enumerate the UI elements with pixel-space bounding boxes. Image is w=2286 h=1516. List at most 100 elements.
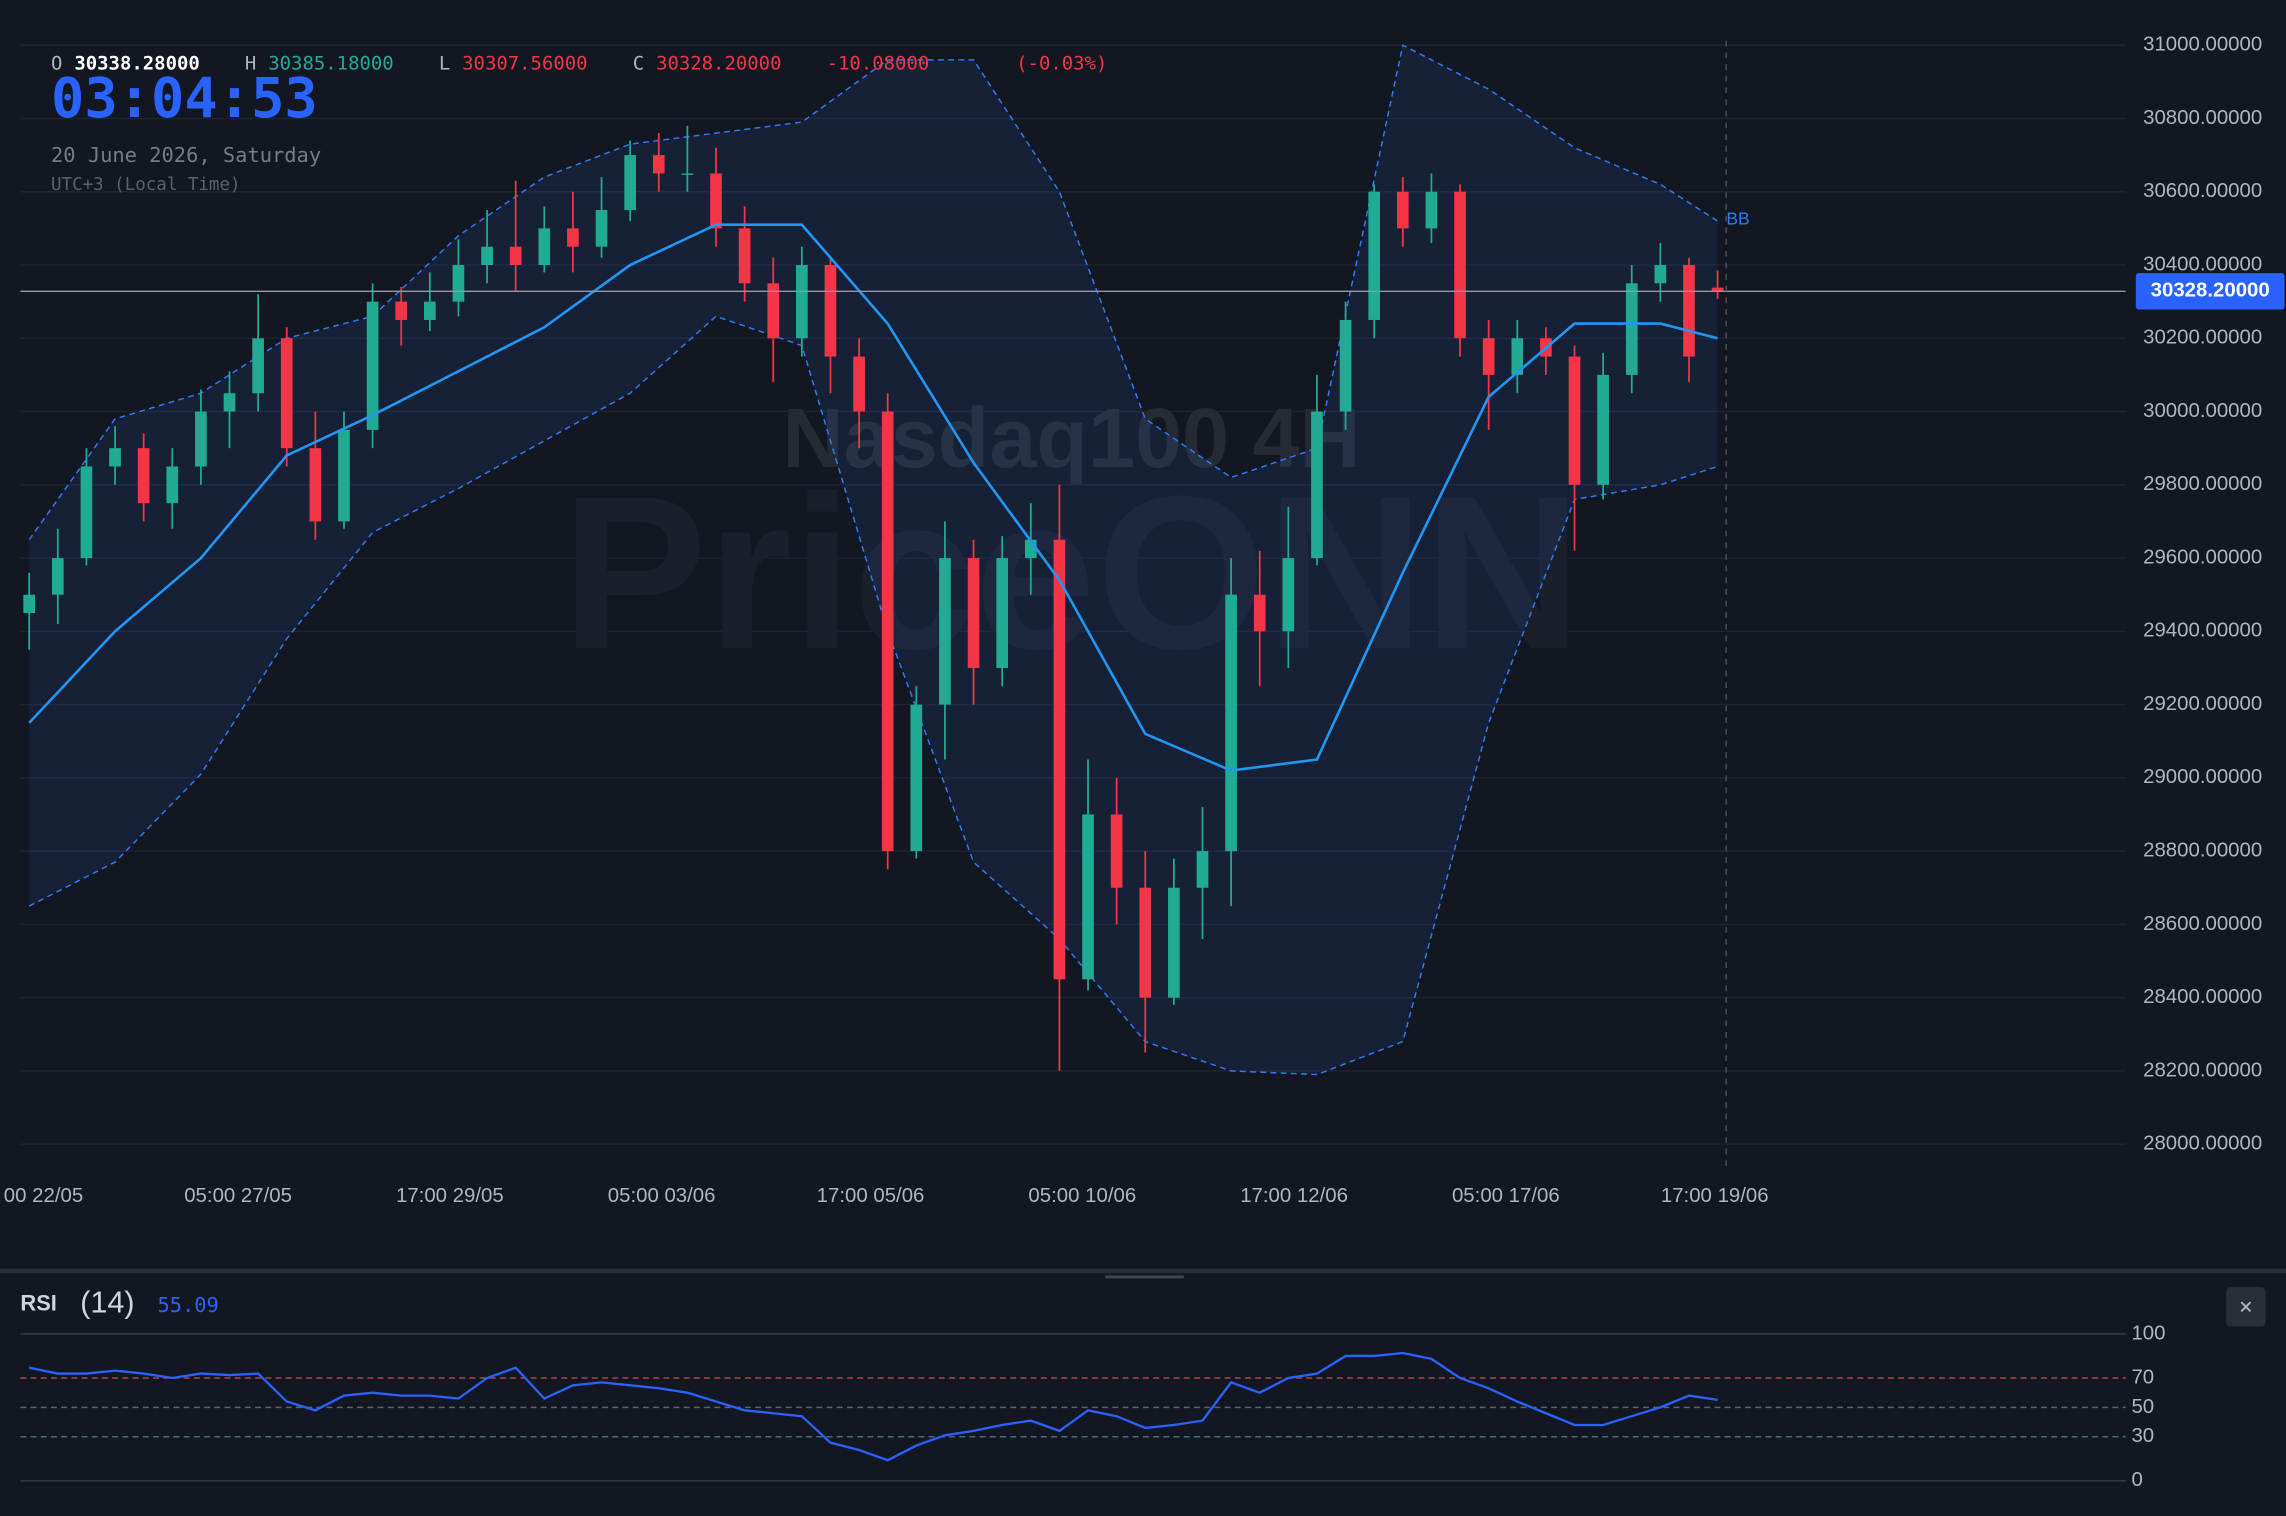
rsi-tick-label: 30 [2131,1425,2154,1447]
rsi-name: RSI [20,1290,56,1315]
close-label: C [633,53,644,75]
x-tick-label: 05:00 03/06 [608,1185,716,1207]
y-tick-label: 29000.00000 [2143,766,2262,788]
candle-body [1568,356,1581,485]
candle-body [881,411,894,852]
candle-body [509,246,522,266]
candle-body [567,228,579,247]
candle-body [738,228,751,284]
candle-body [1139,887,1152,998]
candle-body [910,704,923,852]
x-tick-label: 05:00 17/06 [1452,1185,1560,1207]
open-value: 30338.28000 [74,53,199,75]
clock: 03:04:53 [51,67,318,131]
close-icon[interactable]: × [2239,1293,2253,1320]
rsi-tick-label: 100 [2131,1322,2165,1344]
x-tick-label: 05:00 27/05 [184,1185,292,1207]
high-label: H [245,53,256,75]
candle-body [109,448,121,467]
candle-body [681,173,694,175]
rsi-tick-label: 50 [2131,1396,2154,1418]
close-button[interactable] [2226,1287,2266,1327]
candle-body [51,558,64,595]
candle-body [967,558,980,668]
y-tick-label: 31000.00000 [2143,34,2262,56]
candle-body [595,210,608,247]
candle-body [1625,283,1638,375]
change: -10.08000 [827,53,930,75]
candle-body [1196,851,1209,888]
candle-body [1168,887,1180,998]
y-tick-label: 30000.00000 [2143,400,2262,422]
candle-body [1482,338,1495,375]
candle-body [1311,411,1323,559]
candle-body [853,356,865,412]
last-price-badge [2135,273,2285,310]
candle-body [23,594,36,614]
open-label: O [51,53,62,75]
legend-header: O 30338.28000 H 30385.18000 L 30307.5600… [51,53,1107,195]
last-price-label: 30328.20000 [2151,280,2270,302]
high-value: 30385.18000 [268,53,393,75]
close-value: 30328.20000 [656,53,781,75]
rsi-period: (14) [80,1286,134,1320]
low-value: 30307.56000 [462,53,587,75]
candle-body [1425,191,1438,229]
x-tick-label: 17:00 05/06 [817,1185,925,1207]
x-tick-label: 17:00 19/06 [1661,1185,1769,1207]
y-tick-label: 29400.00000 [2143,620,2262,642]
watermark: PriceONN [561,451,1582,695]
candle-body [223,393,236,412]
candle-body [767,283,780,339]
candle-body [1454,191,1466,339]
rsi-tick-label: 0 [2131,1469,2142,1491]
y-tick-label: 28200.00000 [2143,1059,2262,1081]
y-tick-label: 29200.00000 [2143,693,2262,715]
low-label: L [439,53,450,75]
candle-body [538,228,551,266]
candle-body [1396,191,1409,229]
candle-body [1082,814,1094,980]
y-tick-label: 30800.00000 [2143,107,2262,129]
candle-body [1654,265,1667,284]
y-tick-label: 28600.00000 [2143,913,2262,935]
candle-body [1024,539,1037,559]
candle-body [710,173,722,229]
rsi-pane: 0 30 50 70 100 [20,1322,2165,1491]
candle-body [423,301,436,320]
change-percent: (-0.03%) [1016,53,1107,75]
band-label: BB [1726,209,1749,229]
y-tick-label: 29600.00000 [2143,546,2262,568]
candle-body [996,558,1009,668]
band-fill [29,45,1718,1075]
price-pane: 28000.00000 28200.00000 28400.00000 28600.0… [4,34,2285,1207]
candle-body [137,448,150,504]
candle-body [1053,539,1066,980]
x-tick-label: 17:00 12/06 [1240,1185,1348,1207]
rsi-tick-label: 70 [2131,1366,2154,1388]
candle-body [338,429,350,522]
candle-body [481,246,493,266]
timezone: UTC+3 (Local Time) [51,175,240,195]
y-tick-label: 29800.00000 [2143,473,2262,495]
candle-body [166,466,179,504]
candle-body [1225,594,1237,852]
candle-body [1711,287,1724,292]
y-tick-label: 30600.00000 [2143,180,2262,202]
candle-body [452,265,465,302]
rsi-value: 55.09 [157,1293,218,1317]
x-tick-label: 00 22/05 [4,1185,83,1207]
grid [20,44,2126,1145]
candle-body [1282,558,1295,632]
candle-body [1253,594,1266,632]
y-tick-label: 30200.00000 [2143,327,2262,349]
y-tick-label: 30400.00000 [2143,253,2262,275]
candle-body [252,338,264,394]
chart-title: Nasdaq100 4H [783,390,1361,485]
candle-body [309,448,322,522]
candle-body [80,466,93,559]
candle-body [652,155,665,174]
candle-body [1597,374,1609,485]
